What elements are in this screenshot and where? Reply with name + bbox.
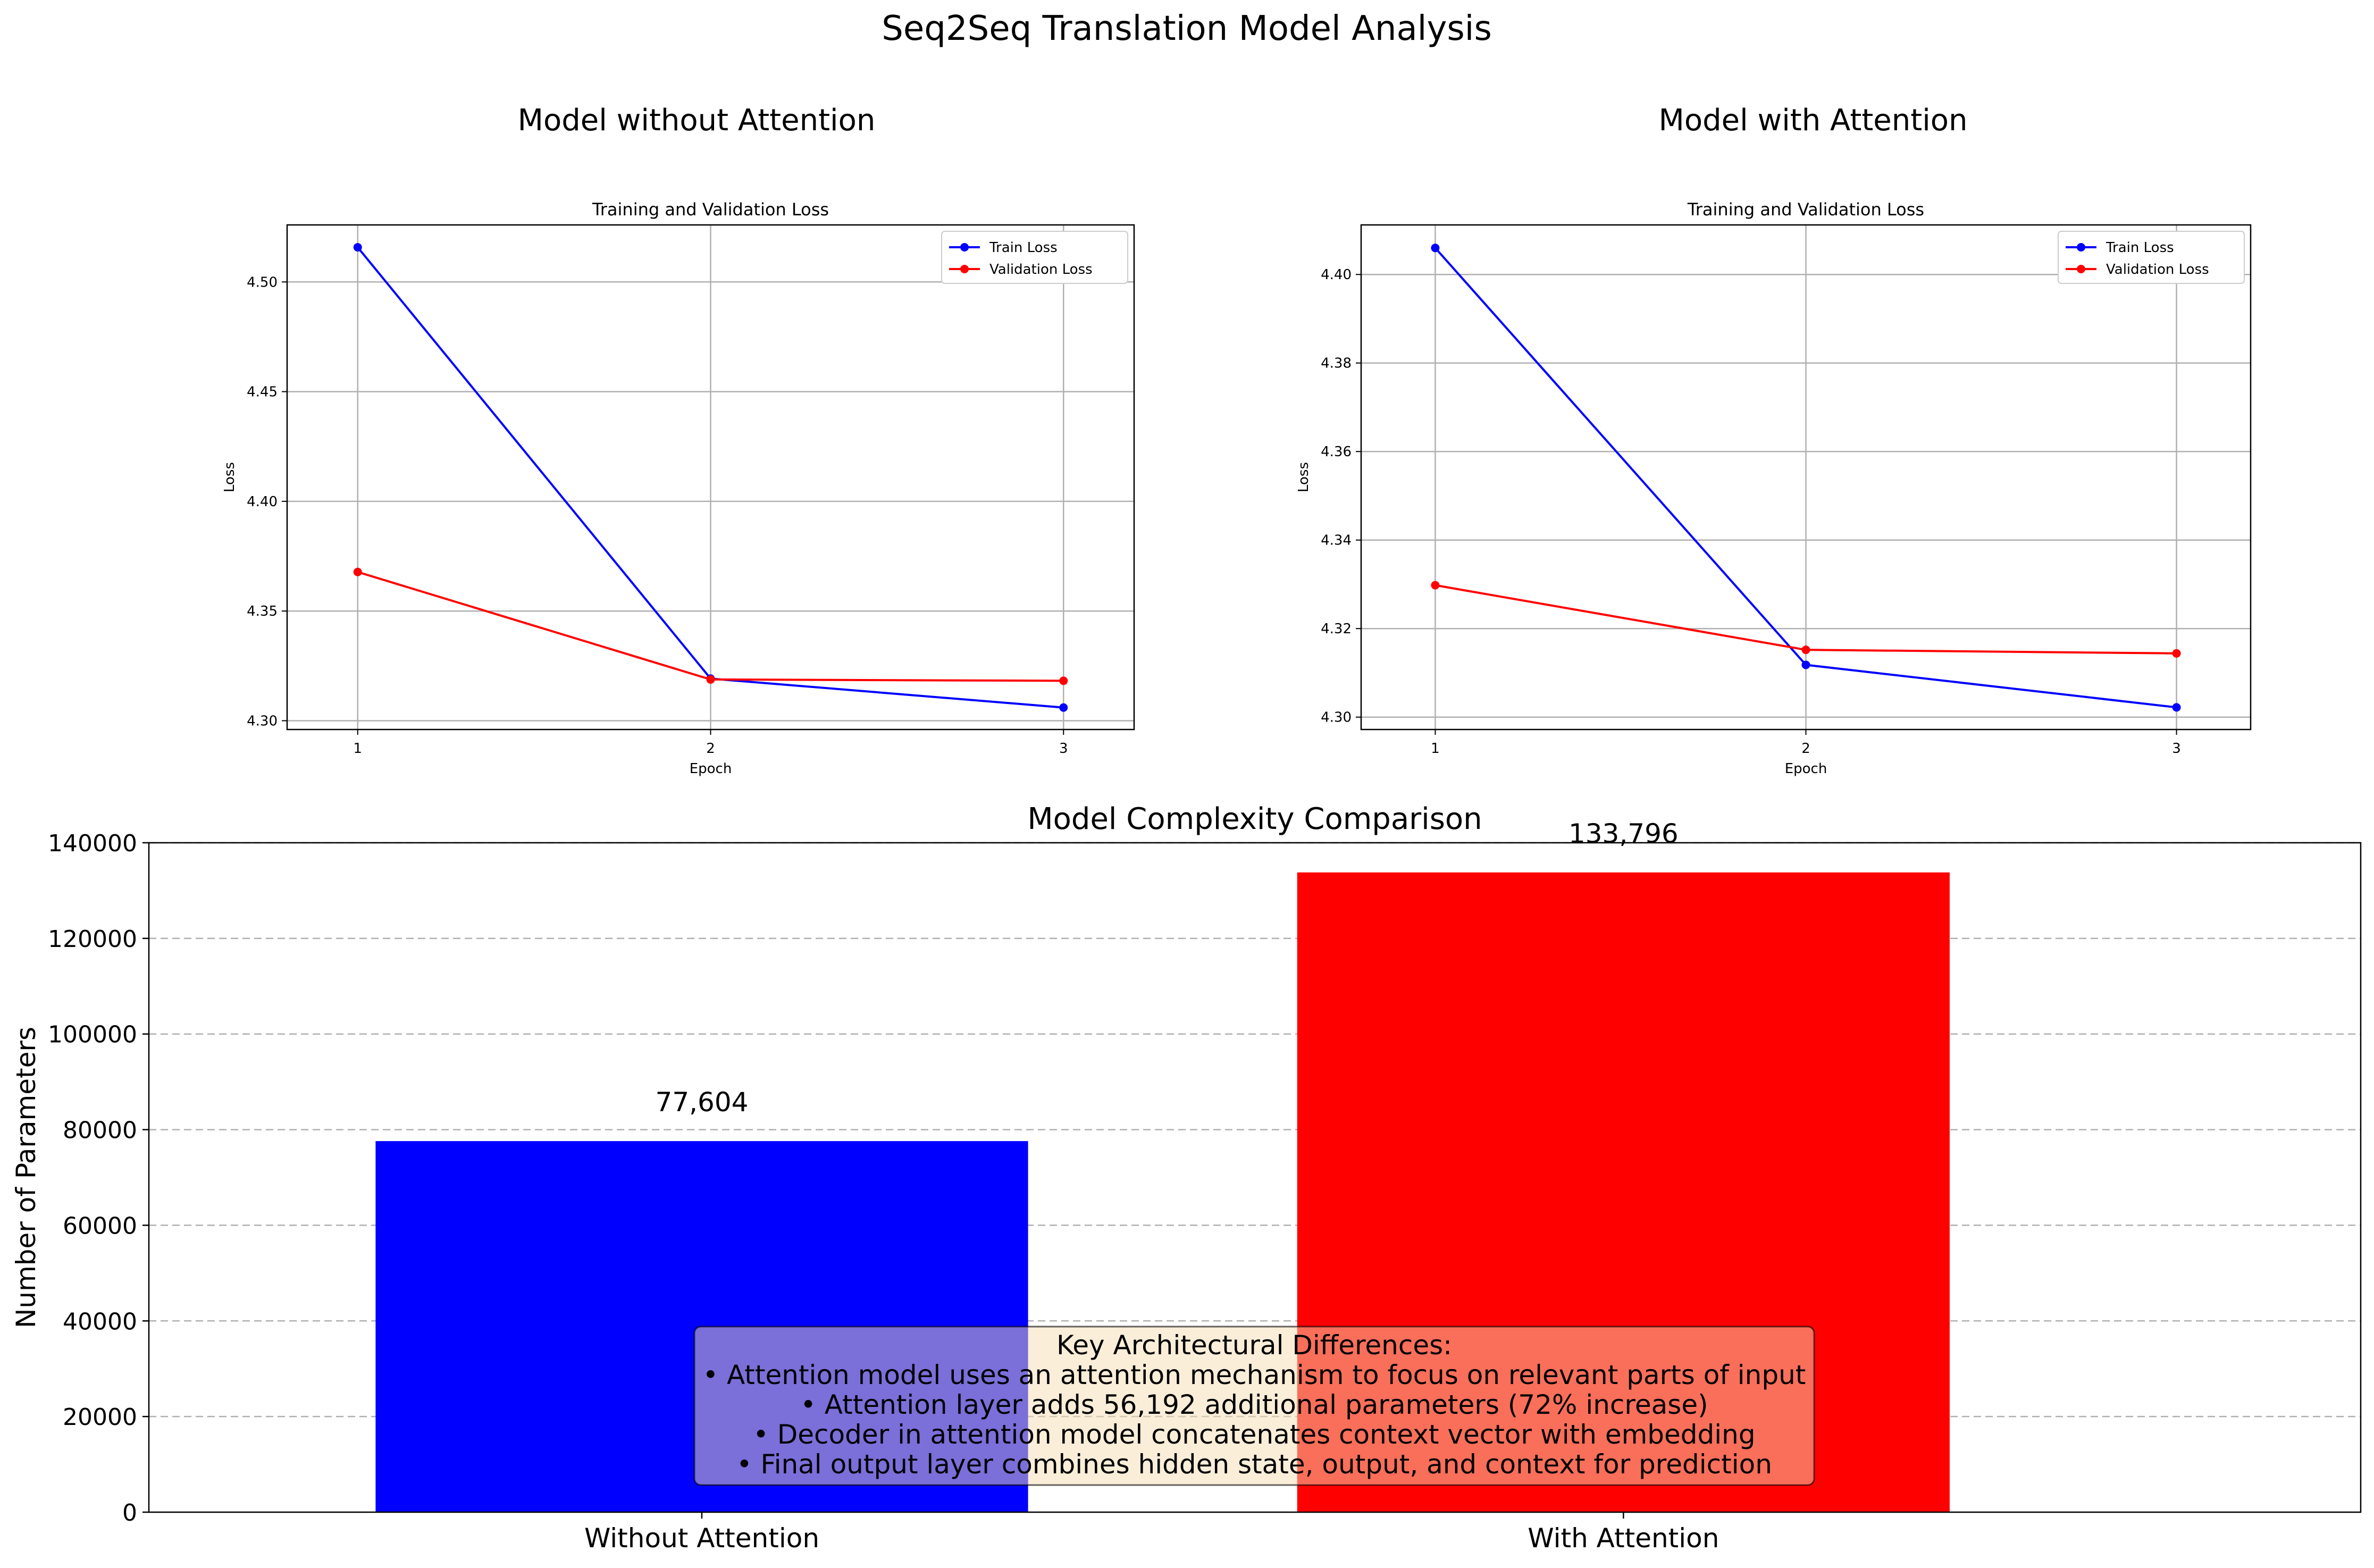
chart-title: Training and Validation Loss	[592, 199, 829, 220]
data-point	[2172, 649, 2181, 658]
y-axis-label: Number of Parameters	[11, 1027, 41, 1328]
y-tick-label: 120000	[48, 926, 137, 953]
data-point	[1059, 676, 1068, 685]
data-point	[353, 243, 362, 252]
chart-title: Training and Validation Loss	[1687, 199, 1924, 220]
chart-title: Model Complexity Comparison	[1027, 802, 1482, 836]
y-tick-label: 20000	[63, 1404, 137, 1431]
y-tick-label: 40000	[63, 1308, 137, 1335]
y-tick-label: 4.30	[247, 713, 278, 729]
y-tick-label: 0	[122, 1499, 137, 1527]
y-tick-label: 4.34	[1321, 533, 1352, 549]
loss-chart-with-attention: 1 2 3 4.30 4.32 4.34 4.36 4.38 4.40 Training and …	[1296, 199, 2252, 777]
y-tick-label: 4.38	[1321, 356, 1352, 372]
y-tick-label: 4.36	[1321, 444, 1352, 460]
y-axis-label: Loss	[1296, 462, 1312, 492]
architecture-note: Key Architectural Differences: • Attenti…	[693, 1326, 1815, 1486]
data-point	[1431, 244, 1440, 253]
axes-frame	[148, 842, 2362, 1513]
legend-marker	[2077, 265, 2085, 273]
note-line: • Decoder in attention model concatenate…	[753, 1419, 1755, 1450]
data-point	[1801, 645, 1810, 655]
data-point	[2172, 703, 2181, 712]
x-tick-label: 2	[706, 741, 715, 757]
left-panel-title: Model without Attention	[518, 103, 876, 138]
architecture-note-box	[693, 1326, 1815, 1486]
y-tick-label: 4.40	[1321, 267, 1352, 283]
data-point	[1059, 703, 1068, 712]
x-tick-label: With Attention	[1528, 1523, 1719, 1554]
x-tick-label: 1	[1431, 741, 1440, 757]
y-tick-label: 60000	[63, 1212, 137, 1239]
note-line: • Attention layer adds 56,192 additional…	[800, 1389, 1708, 1420]
x-tick-label: Without Attention	[584, 1523, 819, 1554]
loss-chart-without-attention: 1 2 3 4.30 4.35 4.40 4.45 4.50 Training and Vali…	[222, 199, 1135, 777]
y-tick-label: 80000	[63, 1117, 137, 1144]
y-tick-label: 140000	[48, 830, 137, 857]
bar-value-label: 133,796	[1568, 818, 1679, 849]
x-tick-label: 3	[2172, 741, 2181, 757]
x-tick-label: 2	[1801, 741, 1810, 757]
x-axis-label: Epoch	[1785, 761, 1827, 777]
legend-marker	[2077, 243, 2085, 251]
legend	[941, 231, 1128, 284]
y-tick-label: 4.50	[247, 274, 278, 290]
note-heading: Key Architectural Differences:	[1056, 1330, 1452, 1361]
x-tick-label: 1	[353, 741, 362, 757]
y-axis-label: Loss	[222, 462, 238, 492]
legend-marker	[960, 265, 969, 273]
legend-label: Train Loss	[2105, 240, 2174, 256]
bar-value-label: 77,604	[656, 1087, 749, 1118]
right-panel-title: Model with Attention	[1659, 103, 1968, 138]
legend-label: Train Loss	[989, 240, 1058, 256]
legend-label: Validation Loss	[2106, 262, 2209, 278]
data-point	[1801, 660, 1810, 669]
legend-marker	[960, 243, 969, 251]
y-tick-label: 4.32	[1321, 621, 1352, 637]
note-line: • Final output layer combines hidden sta…	[736, 1449, 1772, 1480]
data-point	[706, 675, 715, 684]
y-tick-label: 4.40	[247, 494, 278, 510]
note-line: • Attention model uses an attention mech…	[703, 1360, 1806, 1390]
figure-title: Seq2Seq Translation Model Analysis	[882, 9, 1492, 48]
legend-label: Validation Loss	[989, 262, 1093, 278]
x-tick-label: 3	[1059, 741, 1068, 757]
x-axis-label: Epoch	[690, 761, 732, 777]
legend	[2058, 231, 2245, 284]
y-tick-label: 4.35	[247, 603, 278, 619]
y-tick-label: 4.30	[1321, 710, 1352, 726]
data-point	[353, 567, 362, 576]
y-tick-label: 100000	[48, 1021, 137, 1049]
data-point	[1431, 581, 1440, 590]
y-tick-label: 4.45	[247, 384, 278, 400]
